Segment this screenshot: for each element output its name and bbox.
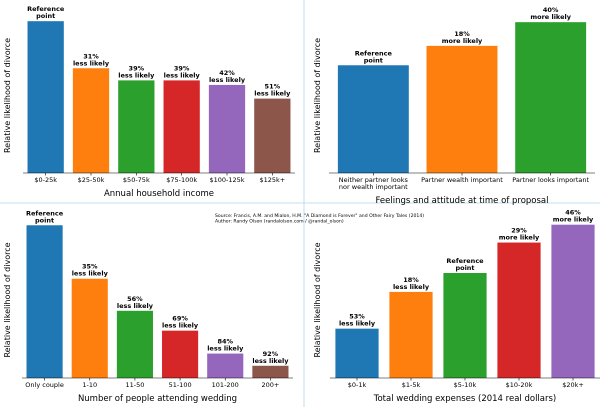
data-label: 40% bbox=[543, 6, 559, 14]
bar bbox=[443, 273, 487, 378]
data-label: less likely bbox=[339, 320, 376, 328]
bar bbox=[497, 242, 541, 378]
data-label: Reference bbox=[446, 257, 484, 265]
x-tick-label: $10-20k bbox=[506, 381, 533, 389]
x-axis-title: Annual household income bbox=[104, 189, 214, 199]
bar bbox=[162, 330, 199, 378]
data-label: 29% bbox=[511, 227, 527, 235]
x-axis-title: Feelings and attitude at time of proposa… bbox=[375, 196, 548, 206]
bar bbox=[337, 65, 409, 173]
x-tick-label: 1-10 bbox=[82, 381, 97, 389]
bar bbox=[118, 80, 155, 173]
y-axis-title: Relative likelihood of divorce bbox=[313, 38, 322, 153]
data-label: less likely bbox=[393, 283, 430, 291]
y-axis-title: Relative likelihood of divorce bbox=[313, 242, 322, 357]
x-tick-label: 200+ bbox=[261, 381, 279, 389]
data-label: 84% bbox=[217, 338, 233, 346]
x-tick-label: nor wealth important bbox=[339, 183, 408, 191]
x-tick-label: Partner wealth important bbox=[421, 176, 503, 184]
data-label: 92% bbox=[263, 350, 279, 358]
data-label: point bbox=[36, 12, 55, 20]
x-tick-label: $0-1k bbox=[348, 381, 367, 389]
x-tick-label: $100-125k bbox=[209, 176, 244, 184]
data-label: point bbox=[35, 216, 54, 224]
data-label: 56% bbox=[127, 295, 143, 303]
bar bbox=[26, 225, 63, 378]
data-label: less likely bbox=[207, 345, 244, 353]
bar bbox=[27, 21, 64, 174]
x-tick-label: $125k+ bbox=[259, 176, 285, 184]
x-tick-label: Only couple bbox=[25, 381, 64, 389]
data-label: 39% bbox=[129, 64, 145, 72]
data-label: 31% bbox=[83, 52, 99, 60]
x-tick-label: $25-50k bbox=[78, 176, 105, 184]
data-label: less likely bbox=[254, 90, 291, 98]
bar bbox=[71, 278, 108, 378]
bar bbox=[254, 98, 291, 173]
data-label: less likely bbox=[209, 76, 246, 84]
source-citation: Source: Francis, A.M. and Mialon, H.M. "… bbox=[215, 213, 424, 219]
data-label: point bbox=[364, 56, 383, 64]
bar bbox=[163, 80, 200, 173]
data-label: 46% bbox=[565, 209, 581, 217]
data-label: Reference bbox=[27, 5, 65, 13]
x-tick-label: $5-10k bbox=[454, 381, 477, 389]
data-label: more likely bbox=[530, 13, 571, 21]
bar bbox=[515, 22, 587, 173]
data-label: 51% bbox=[265, 83, 281, 91]
data-label: 69% bbox=[172, 315, 188, 323]
x-tick-label: Neither partner looks bbox=[339, 176, 409, 184]
bar bbox=[208, 84, 246, 173]
x-axis-title: Total wedding expenses (2014 real dollar… bbox=[373, 394, 557, 404]
x-axis-title: Number of people attending wedding bbox=[78, 394, 237, 404]
bar bbox=[389, 291, 433, 378]
x-tick-label: $75-100k bbox=[166, 176, 197, 184]
x-tick-label: Partner looks important bbox=[512, 176, 589, 184]
author-credit: Author: Randy Olson (randalolson.com / @… bbox=[215, 219, 344, 225]
data-label: less likely bbox=[117, 302, 154, 310]
data-label: less likely bbox=[162, 322, 199, 330]
data-label: less likely bbox=[72, 270, 109, 278]
data-label: less likely bbox=[118, 71, 155, 79]
data-label: 18% bbox=[403, 276, 419, 284]
x-tick-label: 101-200 bbox=[212, 381, 239, 389]
data-label: 53% bbox=[349, 313, 365, 321]
y-axis-title: Relative likelihood of divorce bbox=[3, 242, 12, 357]
data-label: more likely bbox=[553, 216, 594, 224]
y-axis-title: Relative likelihood of divorce bbox=[3, 38, 12, 153]
x-tick-label: 11-50 bbox=[125, 381, 144, 389]
data-label: 42% bbox=[219, 69, 235, 77]
x-tick-label: $0-25k bbox=[34, 176, 57, 184]
data-label: Reference bbox=[355, 49, 393, 57]
data-label: Reference bbox=[26, 209, 64, 217]
data-label: less likely bbox=[73, 59, 110, 67]
bar bbox=[551, 224, 595, 378]
data-label: less likely bbox=[252, 357, 289, 365]
bar bbox=[426, 45, 498, 173]
x-tick-label: $1-5k bbox=[402, 381, 421, 389]
data-label: 18% bbox=[454, 30, 470, 38]
x-tick-label: 51-100 bbox=[169, 381, 192, 389]
bar bbox=[335, 328, 379, 378]
bar bbox=[116, 310, 153, 378]
bar bbox=[252, 365, 289, 378]
data-label: more likely bbox=[499, 234, 540, 242]
data-label: 35% bbox=[82, 263, 98, 271]
data-label: 39% bbox=[174, 64, 190, 72]
x-tick-label: $50-75k bbox=[123, 176, 150, 184]
data-label: less likely bbox=[164, 71, 201, 79]
data-label: more likely bbox=[442, 37, 483, 45]
bar bbox=[207, 353, 244, 378]
x-tick-label: $20k+ bbox=[562, 381, 584, 389]
data-label: point bbox=[455, 264, 474, 272]
bar bbox=[72, 68, 110, 173]
